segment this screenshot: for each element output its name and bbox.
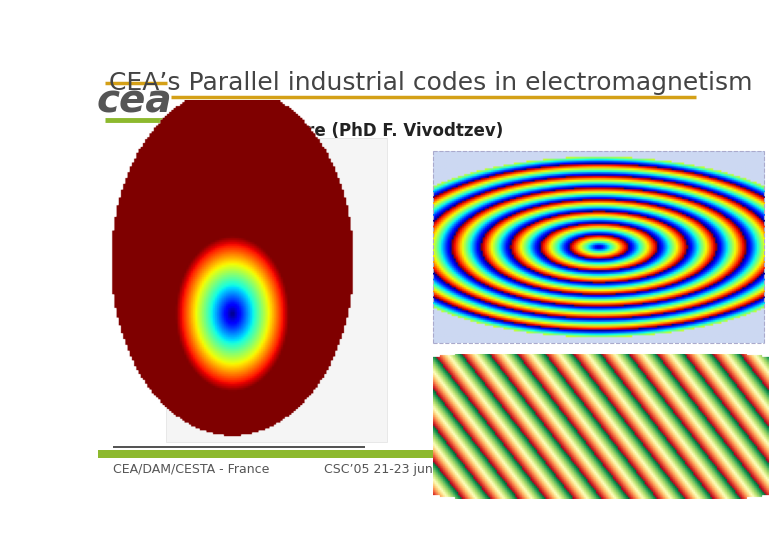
Bar bbox=[177, 130, 187, 139]
Text: cea: cea bbox=[96, 83, 172, 121]
Text: Field E Picture (PhD F. Vivodtzev): Field E Picture (PhD F. Vivodtzev) bbox=[190, 122, 504, 140]
Bar bbox=[165, 138, 387, 442]
Text: CEA/DAM/CESTA - France: CEA/DAM/CESTA - France bbox=[113, 463, 269, 476]
Text: CSC’05 21-23 june 2005: CSC’05 21-23 june 2005 bbox=[324, 463, 476, 476]
Bar bbox=[98, 450, 702, 457]
Text: 36: 36 bbox=[672, 462, 693, 477]
Text: CEA’s Parallel industrial codes in electromagnetism: CEA’s Parallel industrial codes in elect… bbox=[109, 71, 753, 95]
Bar bbox=[174, 126, 184, 137]
